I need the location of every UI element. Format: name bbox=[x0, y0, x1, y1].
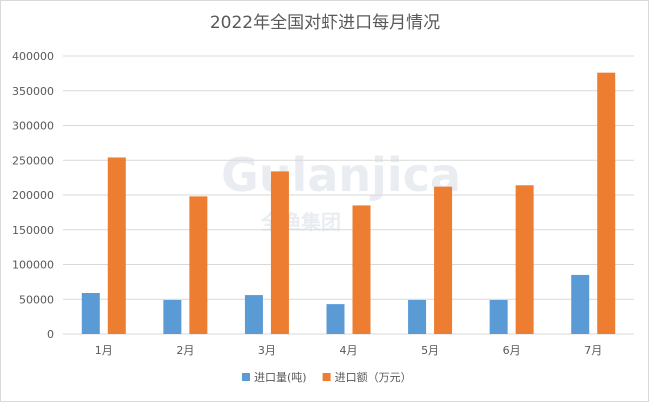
x-tick-label: 3月 bbox=[258, 344, 276, 357]
bar-import-volume bbox=[244, 295, 263, 334]
legend-label: 进口额（万元） bbox=[335, 371, 412, 384]
y-axis-ticks: 0 50000 100000 150000 200000 250000 300000 3500… bbox=[12, 50, 54, 341]
bars bbox=[81, 72, 616, 335]
legend-label: 进口量(吨) bbox=[254, 371, 307, 384]
y-tick-label: 0 bbox=[47, 328, 54, 341]
x-tick-label: 7月 bbox=[584, 344, 602, 357]
legend-swatch bbox=[322, 373, 331, 381]
x-tick-label: 1月 bbox=[95, 344, 113, 357]
chart-title: 2022年全国对虾进口每月情况 bbox=[210, 13, 440, 33]
y-tick-label: 400000 bbox=[12, 50, 54, 63]
gridlines bbox=[63, 55, 634, 335]
y-tick-label: 200000 bbox=[12, 189, 54, 202]
y-tick-label: 300000 bbox=[12, 120, 54, 133]
x-tick-label: 6月 bbox=[503, 344, 521, 357]
bar-import-volume bbox=[81, 292, 100, 334]
bar-import-volume bbox=[489, 299, 508, 334]
bar-import-volume bbox=[408, 299, 427, 334]
bar-import-value bbox=[189, 196, 208, 334]
bar-import-volume bbox=[163, 299, 182, 334]
y-tick-label: 250000 bbox=[12, 154, 54, 167]
bar-import-value bbox=[270, 171, 289, 334]
y-tick-label: 100000 bbox=[12, 259, 54, 272]
bar-import-volume bbox=[326, 304, 345, 334]
watermark-text: Gulanjica bbox=[221, 148, 461, 202]
legend: 进口量(吨) 进口额（万元） bbox=[242, 371, 412, 384]
x-tick-label: 2月 bbox=[176, 344, 194, 357]
bar-import-value bbox=[597, 72, 616, 335]
y-tick-label: 150000 bbox=[12, 224, 54, 237]
x-axis-ticks: 1月 2月 3月 4月 5月 6月 7月 bbox=[95, 344, 602, 357]
bar-import-volume bbox=[571, 274, 590, 334]
y-tick-label: 350000 bbox=[12, 85, 54, 98]
x-tick-label: 4月 bbox=[340, 344, 358, 357]
bar-import-value bbox=[434, 186, 453, 334]
y-tick-label: 50000 bbox=[19, 293, 54, 306]
bar-import-value bbox=[107, 157, 126, 334]
x-tick-label: 5月 bbox=[421, 344, 439, 357]
bar-import-value bbox=[352, 205, 371, 334]
bar-import-value bbox=[515, 185, 534, 334]
legend-swatch bbox=[242, 373, 250, 381]
